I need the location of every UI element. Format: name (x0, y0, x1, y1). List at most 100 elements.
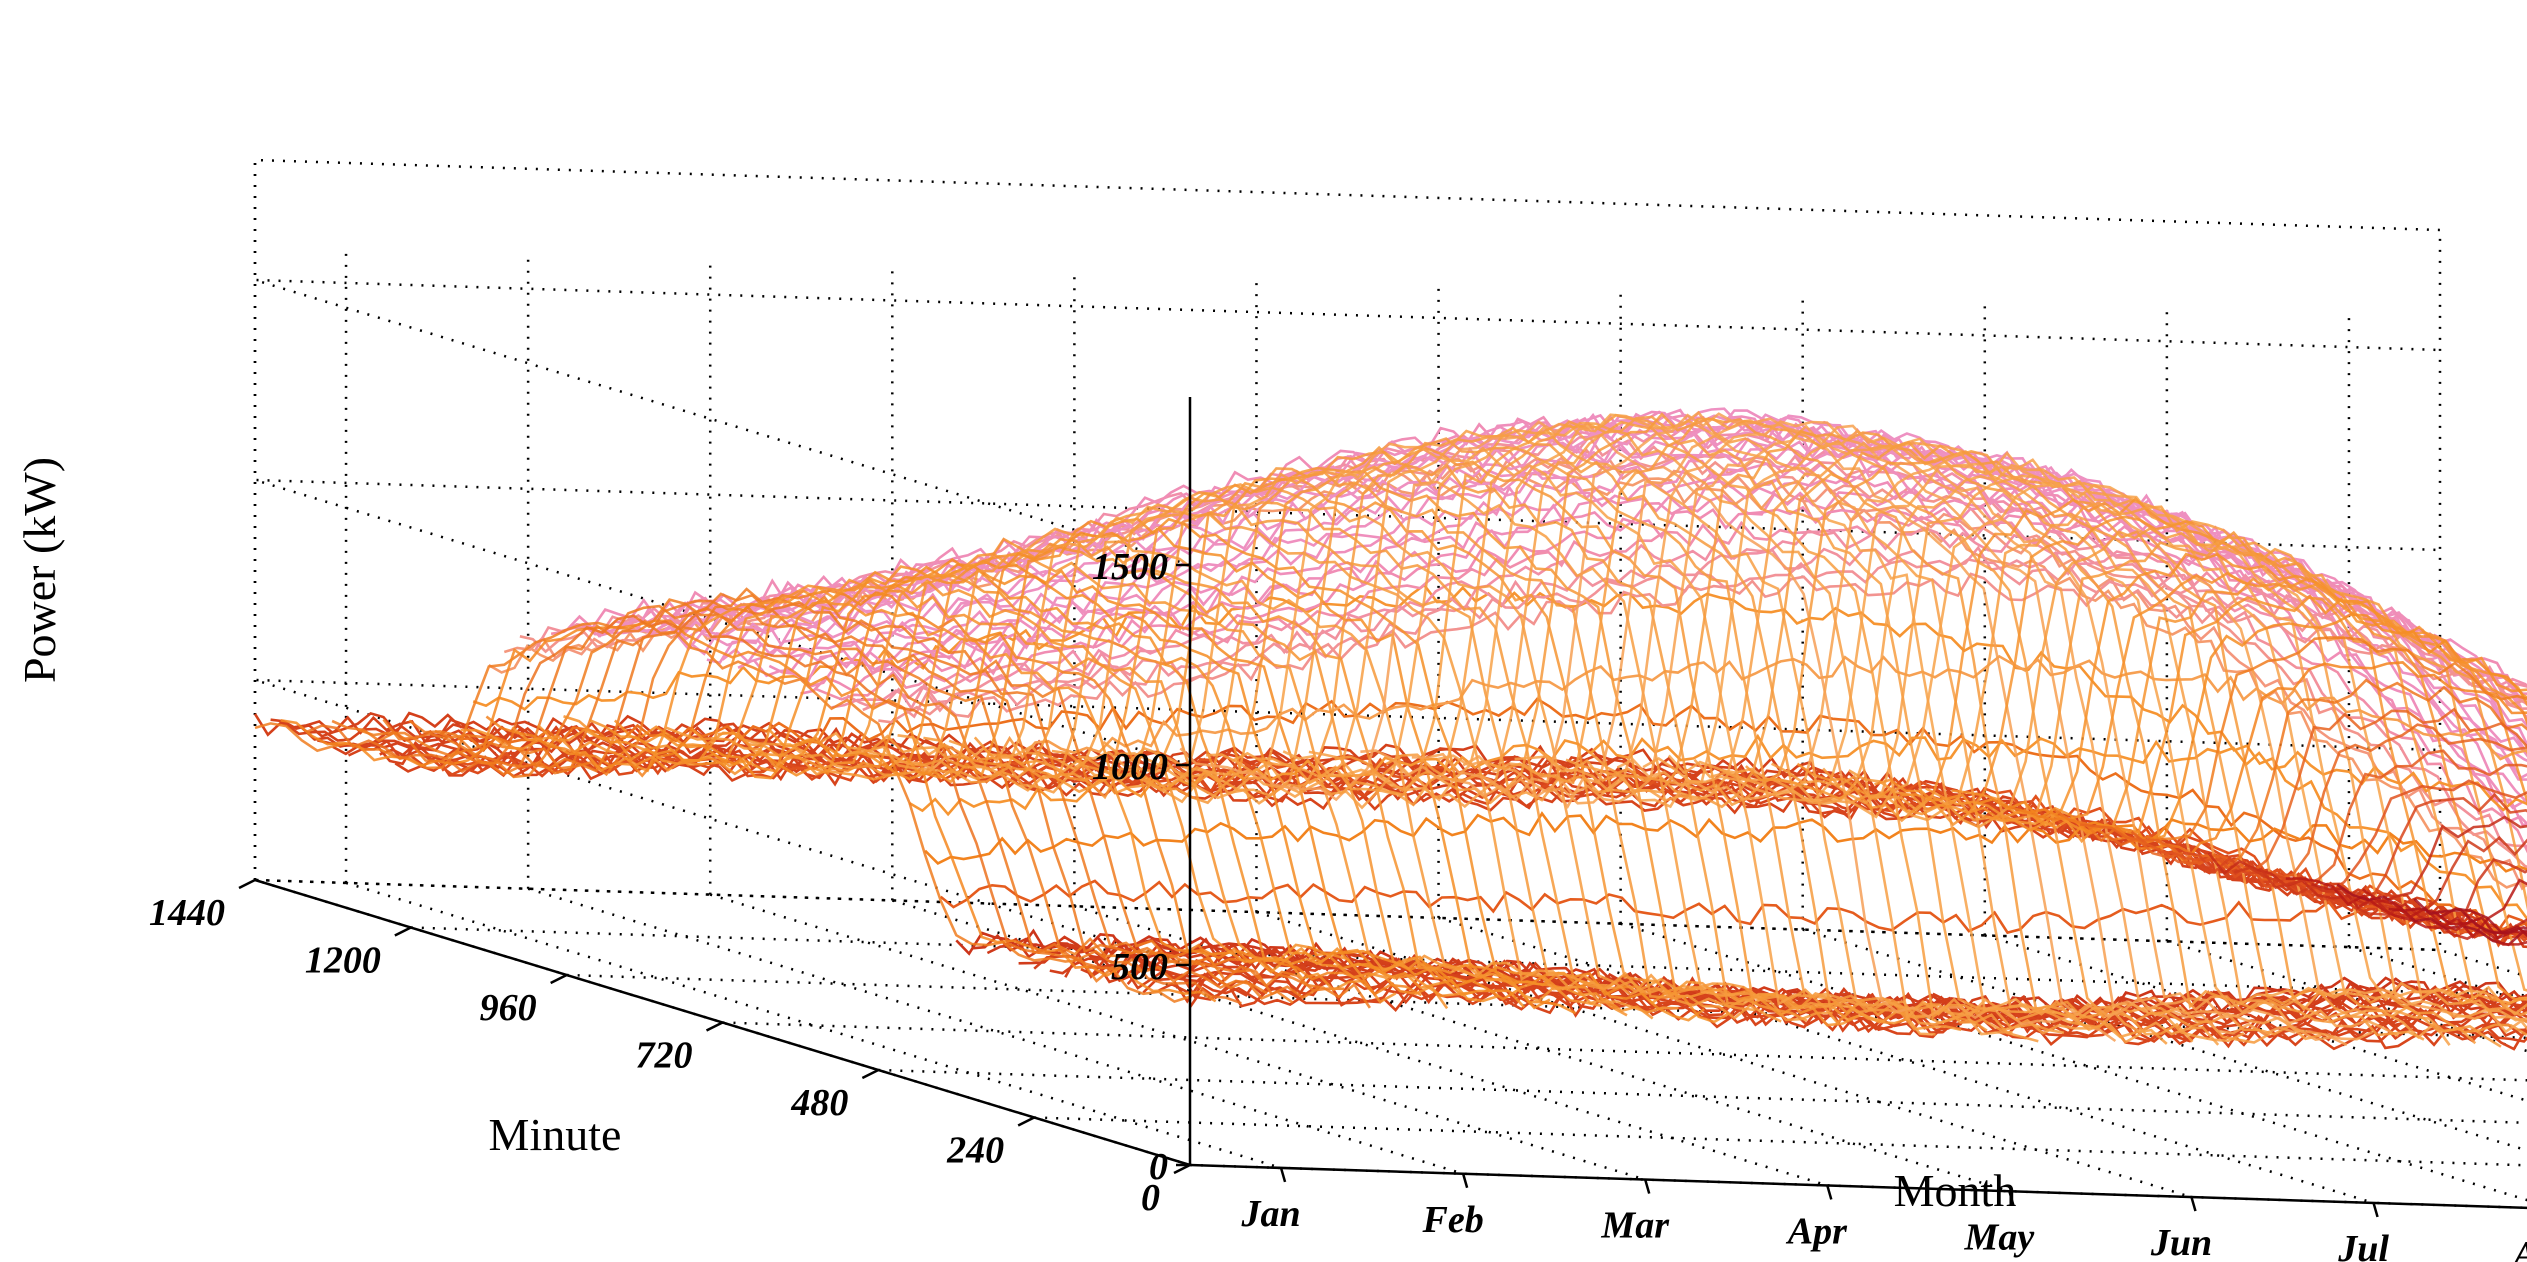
y-tick-label: 1440 (149, 892, 225, 934)
surface-month-line (1154, 425, 2090, 1035)
grid-line-minute (722, 1021, 2527, 1082)
surface-month-line (434, 587, 1371, 1009)
grid-line-minute (878, 1068, 2527, 1125)
grid-line-month-floor (527, 887, 1464, 1175)
surface-month-line (1128, 434, 2065, 1034)
y-tick-mark (1173, 1163, 1191, 1175)
y-tick-label: 960 (480, 987, 537, 1029)
x-tick-mark (2372, 1202, 2379, 1218)
surface-minute-line (908, 733, 2527, 817)
grid-line-z (254, 278, 2441, 567)
surface-month-line (563, 570, 1499, 1003)
surface-month-line (1206, 421, 2142, 1044)
y-tick-mark (394, 926, 412, 937)
x-tick-mark (1826, 1185, 1833, 1200)
x-tick-label: Feb (1422, 1199, 1484, 1241)
x-tick-mark (1461, 1173, 1469, 1189)
y-tick-mark (550, 973, 568, 985)
chart-labels: 0 500 1000 1500 0 240 480 720 960 1200 1440 Jan Feb M… (149, 546, 2527, 1262)
surface-month-line (1462, 424, 2399, 1038)
surface-month-line (2388, 907, 2527, 940)
surface-month-line (1282, 413, 2220, 1046)
y-tick-mark (238, 878, 256, 890)
x-tick-label: Jun (2150, 1222, 2212, 1262)
y-tick-label: 1200 (305, 940, 381, 982)
surface-minute-line (924, 811, 2527, 873)
surface-minute-line (862, 558, 2527, 719)
surface-minute-line (1188, 983, 2527, 1051)
y-tick-mark (861, 1068, 879, 1080)
surface-month-line (846, 496, 1782, 1023)
x-tick-label: Mar (1600, 1205, 1670, 1247)
surface-minute-line (612, 408, 2527, 805)
surface-minute-line (878, 572, 2527, 724)
surface-month-line (2130, 749, 2527, 888)
grid-line-month-floor (1620, 922, 2527, 1202)
surface-month-line (588, 565, 1526, 1009)
surface-minute-line (815, 512, 2527, 701)
x-tick-label: Jul (2337, 1228, 2389, 1262)
x-tick-label: May (1964, 1216, 2035, 1258)
surface-minute-line (721, 436, 2527, 728)
y-axis-label: Minute (489, 1109, 622, 1160)
surface-month-line (1026, 450, 1962, 1032)
surface-minute-line (768, 474, 2527, 705)
surface-month-line (2362, 888, 2527, 946)
y-tick-label: 720 (636, 1035, 693, 1077)
y-tick-label: 240 (946, 1130, 1004, 1172)
x-tick-label: Jan (1240, 1193, 1300, 1235)
z-axis-label: Power (kW) (14, 457, 65, 683)
surface-month-line (1900, 571, 2527, 830)
surface-mesh (253, 407, 2527, 1051)
x-tick-label: Apr (1786, 1210, 1848, 1252)
surface-month-line (305, 612, 1242, 1005)
surface-month-line (948, 467, 1885, 1025)
x-tick-mark (2008, 1190, 2015, 1206)
surface-minute-line (674, 426, 2527, 758)
surface-minute-line (893, 654, 2527, 771)
surface-month-line (2336, 883, 2527, 947)
chart-axes (238, 397, 2527, 1218)
grid-line-minute (254, 878, 2441, 952)
surface-month-line (2311, 882, 2527, 941)
surface-minute-line (737, 450, 2527, 719)
surface-minute-line (1064, 951, 2527, 1026)
grid-line-month-floor (1438, 916, 2374, 1205)
x-tick-mark (2190, 1196, 2197, 1212)
surface-month-line (1308, 410, 2245, 1043)
x-tick-label: Aug (2511, 1234, 2527, 1262)
y-tick-mark (705, 1021, 724, 1032)
surface-minute-line (457, 697, 2527, 931)
surface-minute-line (800, 505, 2527, 696)
z-tick-label: 1500 (1092, 546, 1168, 588)
surface-month-line (1822, 526, 2527, 992)
grid-line-month-floor (709, 893, 1646, 1181)
y-tick-mark (1017, 1116, 1035, 1127)
grid-line-month-floor (345, 881, 1282, 1170)
surface-month-line (1925, 576, 2527, 844)
surface-month-line (2157, 779, 2527, 902)
surface-minute-line (1173, 980, 2527, 1049)
surface-month-line (1385, 417, 2322, 1041)
y-tick-label: 0 (1141, 1177, 1160, 1219)
grid-line-minute (1034, 1116, 2527, 1167)
surface-month-line (2234, 835, 2527, 915)
surface-month-line (382, 599, 1320, 1000)
surface-month-line (1437, 420, 2374, 1041)
z-tick-label: 0 (1149, 1146, 1168, 1188)
surface-month-line (408, 592, 1345, 992)
surface-month-line (717, 537, 1654, 1020)
x-axis-label: Month (1894, 1165, 2017, 1216)
surface-month-line (1411, 417, 2348, 1047)
surface-minute-line (441, 749, 2527, 948)
grid-line-floor (254, 878, 2527, 1167)
z-tick-label: 1000 (1092, 746, 1168, 788)
z-tick-label: 500 (1111, 946, 1168, 988)
surface-month-line (639, 558, 1577, 1015)
surface-month-line (923, 476, 1859, 1027)
y-tick-label: 480 (790, 1082, 848, 1124)
grid-line-month-floor (891, 899, 1828, 1187)
surface-minute-line (939, 879, 2527, 936)
surface-month-line (1667, 463, 2527, 1024)
surface-minute-line (831, 526, 2527, 709)
